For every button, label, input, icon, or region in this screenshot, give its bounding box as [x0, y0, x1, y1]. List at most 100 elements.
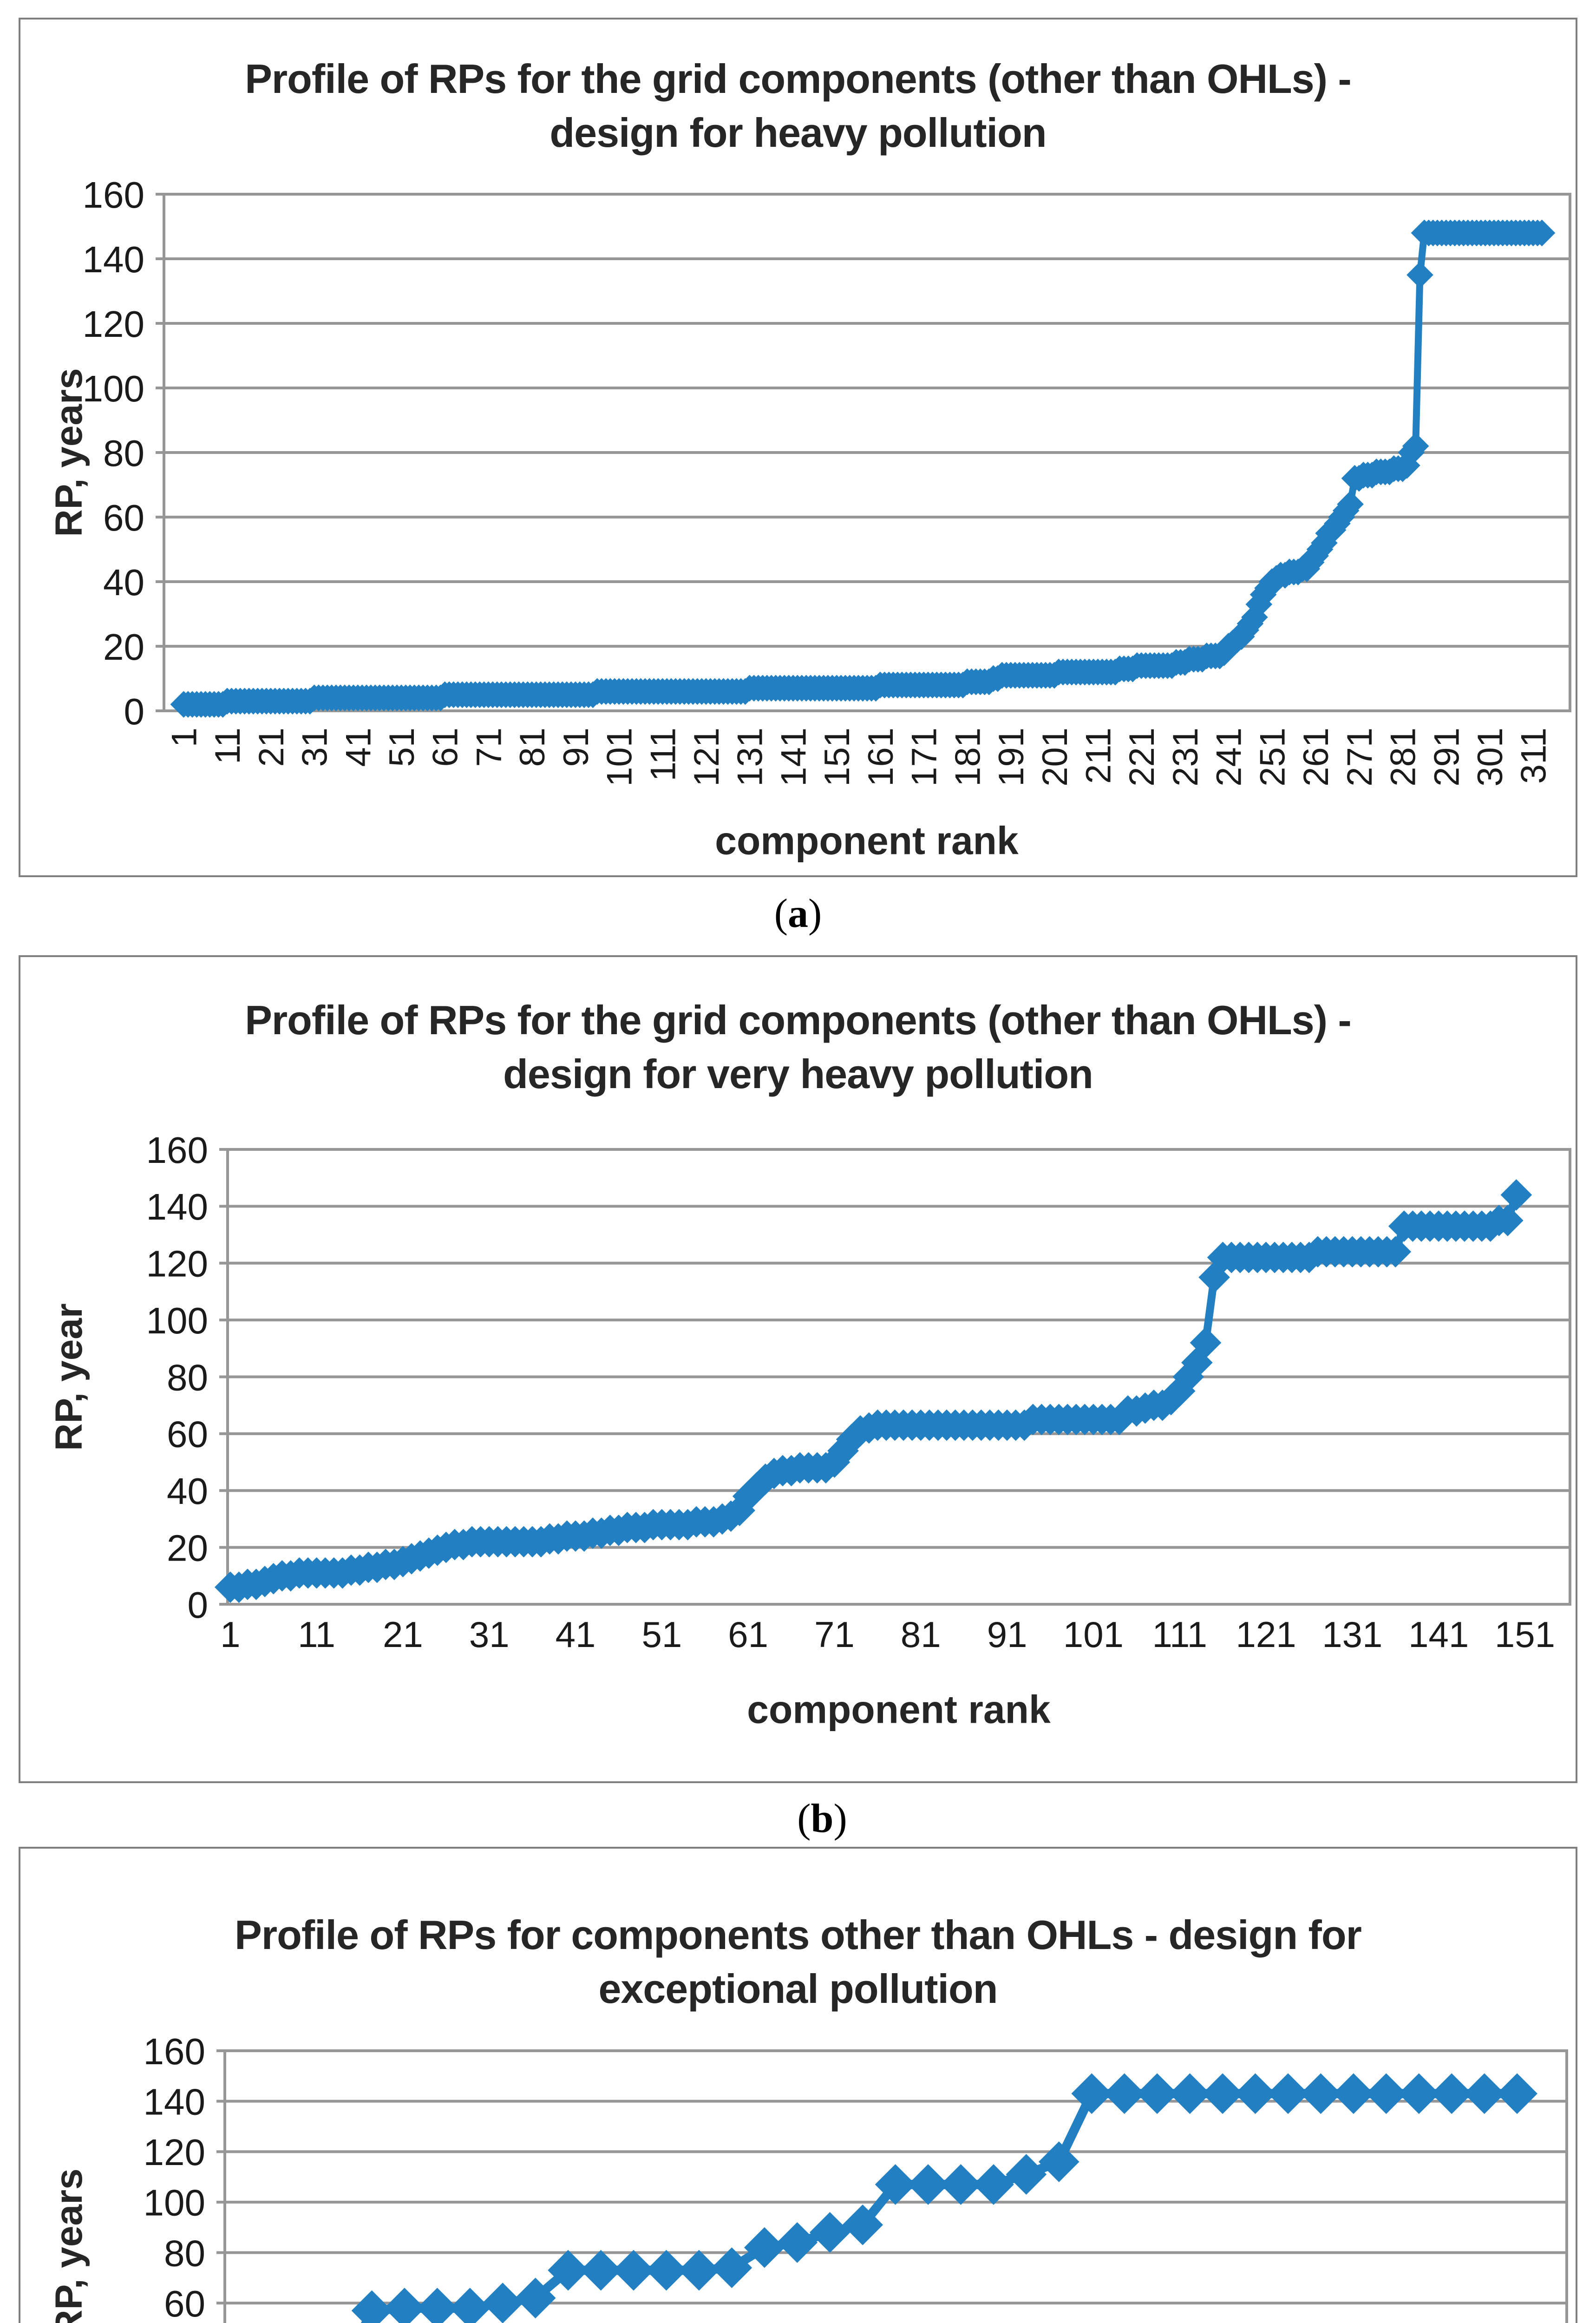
series-markers	[170, 219, 1556, 718]
x-tick-label: 41	[339, 728, 378, 767]
x-tick-label: 31	[295, 728, 335, 767]
y-tick-label: 20	[167, 1527, 208, 1568]
y-tick-label: 60	[103, 497, 144, 538]
chart-b-title-line2: design for very heavy pollution	[503, 1051, 1093, 1097]
x-tick-label: 121	[1236, 1614, 1296, 1655]
x-tick-label: 71	[814, 1614, 855, 1655]
caption-b-close: )	[833, 1796, 847, 1841]
chart-a-title-line2: design for heavy pollution	[549, 110, 1047, 156]
chart-a-title: Profile of RPs for the grid components (…	[20, 52, 1576, 160]
gridlines	[156, 193, 1570, 712]
x-tick-label: 291	[1427, 728, 1466, 787]
x-tick-label: 51	[382, 728, 422, 767]
chart-b-x-axis-title: component rank	[747, 1687, 1051, 1732]
chart-b-title: Profile of RPs for the grid components (…	[20, 993, 1576, 1101]
x-tick-label: 181	[948, 728, 988, 787]
y-tick-label: 100	[144, 2182, 205, 2224]
y-tick-label: 160	[144, 2031, 205, 2072]
x-tick-label: 151	[818, 728, 857, 787]
caption-b: (b)	[729, 1795, 915, 1842]
x-tick-label: 81	[513, 728, 552, 767]
y-tick-label: 60	[167, 1414, 208, 1455]
series-line	[361, 2089, 1522, 2323]
caption-a-letter: a	[788, 891, 808, 936]
x-tick-label: 311	[1514, 728, 1554, 784]
y-tick-labels: 0 20 40 60 80 100 120 140 160	[83, 174, 144, 732]
y-tick-label: 40	[103, 562, 144, 603]
plot-border	[223, 2049, 1568, 2323]
x-tick-label: 151	[1495, 1614, 1555, 1655]
y-tick-label: 120	[83, 303, 144, 345]
x-tick-label: 111	[1152, 1614, 1207, 1655]
y-tick-label: 80	[103, 433, 144, 474]
chart-panel-b: Profile of RPs for the grid components (…	[19, 955, 1577, 1783]
caption-b-letter: b	[811, 1796, 834, 1841]
caption-a-close: )	[808, 891, 822, 936]
y-tick-label: 0	[124, 691, 145, 732]
y-tick-label: 120	[144, 2132, 205, 2173]
x-tick-label: 81	[901, 1614, 941, 1655]
series-markers	[351, 2073, 1537, 2323]
x-tick-label: 51	[641, 1614, 682, 1655]
x-tick-label: 61	[728, 1614, 768, 1655]
x-tick-label: 141	[774, 728, 813, 787]
chart-c-plot: 0204060801001201401601357911131517192123…	[144, 2031, 1568, 2323]
x-tick-label: 91	[987, 1614, 1027, 1655]
plot-border	[163, 193, 1571, 712]
x-tick-label: 101	[1063, 1614, 1124, 1655]
y-tick-label: 140	[146, 1186, 208, 1227]
x-tick-label: 71	[469, 728, 509, 767]
x-tick-label: 21	[383, 1614, 423, 1655]
series-markers	[214, 1179, 1532, 1603]
x-tick-label: 121	[687, 728, 726, 787]
x-tick-label: 11	[208, 728, 248, 764]
x-tick-label: 131	[731, 728, 770, 787]
chart-c-title-line2: exceptional pollution	[598, 1966, 998, 2012]
series-line	[180, 229, 1545, 708]
x-tick-label: 11	[298, 1614, 335, 1655]
x-tick-labels: 1 11 21 31 41 51 61 71 81 91 101 111 121 131 141 151 161…	[164, 728, 1553, 787]
chart-b-title-line1: Profile of RPs for the grid components (…	[245, 997, 1352, 1043]
x-tick-label: 211	[1079, 728, 1119, 784]
x-tick-label: 131	[1322, 1614, 1382, 1655]
x-tick-label: 231	[1166, 728, 1205, 787]
x-tick-label: 91	[556, 728, 596, 767]
caption-a-open: (	[774, 891, 788, 936]
x-tick-label: 221	[1122, 728, 1162, 787]
x-tick-label: 191	[992, 728, 1031, 787]
y-tick-label: 60	[164, 2283, 205, 2323]
y-tick-label: 140	[83, 239, 144, 280]
y-tick-label: 160	[146, 1129, 208, 1171]
y-tick-label: 160	[83, 174, 144, 216]
y-tick-label: 80	[167, 1357, 208, 1398]
x-tick-label: 161	[861, 728, 901, 787]
x-tick-label: 251	[1253, 728, 1292, 787]
y-tick-label: 80	[164, 2232, 205, 2274]
x-tick-labels: 1 11 21 31 41 51 61 71 81 91 101 111 121 131 141 151	[220, 1614, 1555, 1655]
x-tick-label: 21	[252, 728, 291, 767]
y-tick-label: 140	[144, 2081, 205, 2122]
chart-a-title-line1: Profile of RPs for the grid components (…	[245, 56, 1352, 102]
chart-panel-c: Profile of RPs for components other than…	[19, 1847, 1577, 2323]
y-tick-label: 20	[103, 626, 144, 668]
chart-c-title-line1: Profile of RPs for components other than…	[235, 1912, 1362, 1958]
y-tick-label: 100	[83, 368, 144, 409]
x-tick-label: 281	[1384, 728, 1423, 787]
x-tick-label: 201	[1035, 728, 1075, 787]
y-tick-label: 100	[146, 1300, 208, 1341]
plot-border	[226, 1148, 1571, 1606]
x-tick-label: 261	[1296, 728, 1336, 787]
x-tick-label: 1	[220, 1614, 240, 1655]
y-tick-label: 0	[188, 1584, 209, 1626]
x-tick-label: 171	[905, 728, 944, 787]
x-tick-label: 1	[164, 728, 204, 747]
x-tick-label: 41	[556, 1614, 596, 1655]
y-tick-label: 40	[167, 1470, 208, 1512]
x-tick-label: 141	[1408, 1614, 1469, 1655]
y-tick-label: 120	[146, 1243, 208, 1285]
x-tick-label: 31	[469, 1614, 510, 1655]
